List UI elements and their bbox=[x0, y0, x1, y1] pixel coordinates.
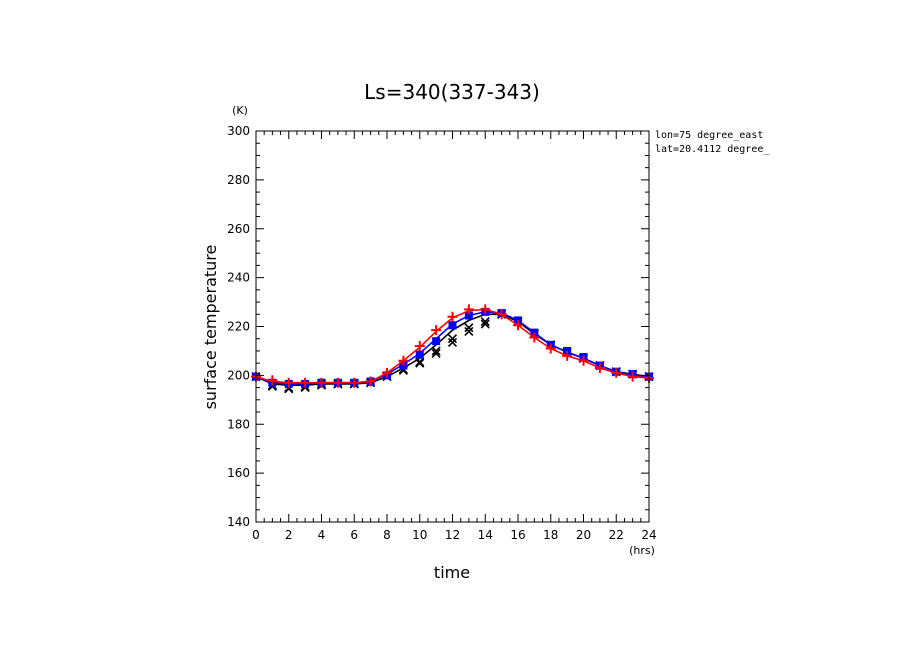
data-point bbox=[300, 377, 311, 388]
data-point bbox=[349, 377, 360, 388]
annotation-lon: lon=75 degree_east bbox=[655, 130, 763, 141]
x-tick-label: 0 bbox=[252, 528, 260, 542]
x-tick-label: 8 bbox=[383, 528, 391, 542]
data-point bbox=[415, 350, 424, 359]
data-point bbox=[578, 355, 589, 366]
data-point bbox=[480, 304, 491, 315]
y-tick-label: 300 bbox=[227, 124, 250, 138]
data-point bbox=[365, 376, 376, 387]
y-tick-label: 200 bbox=[227, 368, 250, 382]
data-point bbox=[414, 341, 425, 352]
data-point bbox=[332, 377, 343, 388]
x-tick-label: 22 bbox=[609, 528, 624, 542]
x-tick-label: 2 bbox=[285, 528, 293, 542]
y-tick-label: 240 bbox=[227, 271, 250, 285]
x-tick-label: 10 bbox=[412, 528, 427, 542]
annotation-lat: lat=20.4112 degree_ bbox=[655, 144, 770, 155]
x-tick-label: 14 bbox=[478, 528, 493, 542]
data-point bbox=[415, 357, 425, 367]
y-tick-label: 140 bbox=[227, 515, 250, 529]
data-point bbox=[464, 311, 473, 320]
x-tick-label: 12 bbox=[445, 528, 460, 542]
x-tick-label: 24 bbox=[641, 528, 656, 542]
data-point bbox=[611, 367, 622, 378]
data-point bbox=[415, 358, 425, 368]
y-tick-label: 160 bbox=[227, 466, 250, 480]
data-point bbox=[464, 323, 474, 333]
data-point bbox=[267, 375, 278, 386]
x-tick-label: 18 bbox=[543, 528, 558, 542]
x-tick-label: 6 bbox=[350, 528, 358, 542]
y-axis-label: surface temperature bbox=[201, 245, 220, 410]
data-point bbox=[431, 348, 441, 358]
x-tick-label: 4 bbox=[318, 528, 326, 542]
x-tick-label: 20 bbox=[576, 528, 591, 542]
data-point bbox=[283, 377, 294, 388]
data-point bbox=[464, 326, 474, 336]
y-tick-label: 280 bbox=[227, 173, 250, 187]
chart-title: Ls=340(337-343) bbox=[364, 80, 540, 104]
data-point bbox=[447, 311, 458, 322]
y-tick-label: 260 bbox=[227, 222, 250, 236]
data-point bbox=[545, 343, 556, 354]
data-point bbox=[480, 317, 490, 327]
data-point bbox=[562, 350, 573, 361]
x-unit-label: (hrs) bbox=[629, 544, 655, 557]
x-axis-label: time bbox=[434, 563, 470, 582]
data-point bbox=[398, 355, 409, 366]
data-point bbox=[496, 309, 507, 320]
data-point bbox=[447, 337, 458, 347]
data-point bbox=[529, 332, 540, 343]
data-point bbox=[431, 346, 441, 356]
data-point bbox=[432, 337, 441, 346]
data-point bbox=[431, 325, 442, 336]
data-point bbox=[480, 319, 490, 329]
series-layer bbox=[251, 304, 654, 394]
plot-frame bbox=[255, 130, 650, 523]
data-point bbox=[594, 363, 605, 374]
axis-ticks: 0 2 4 6 8 10 12 14 16 18 20 22 241401601802002202402… bbox=[227, 124, 657, 542]
x-tick-label: 16 bbox=[510, 528, 525, 542]
data-point bbox=[316, 377, 327, 388]
data-point bbox=[448, 321, 457, 330]
data-point bbox=[627, 371, 638, 382]
y-tick-label: 180 bbox=[227, 417, 250, 431]
data-point bbox=[447, 334, 458, 344]
y-unit-label: (K) bbox=[232, 104, 248, 117]
data-point bbox=[382, 367, 392, 378]
data-point bbox=[463, 304, 474, 315]
y-tick-label: 220 bbox=[227, 320, 250, 334]
data-point bbox=[513, 320, 523, 331]
series-2 bbox=[251, 304, 654, 388]
